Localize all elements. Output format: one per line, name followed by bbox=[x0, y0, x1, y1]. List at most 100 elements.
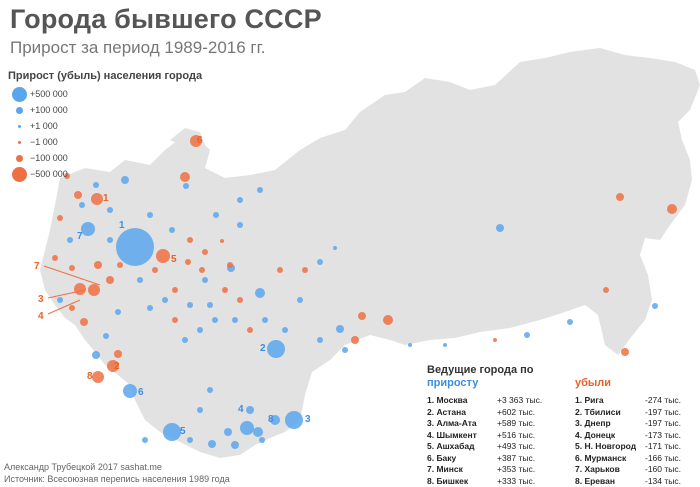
map-label-orange-1: 1 bbox=[103, 193, 109, 204]
leaders-panel: Ведущие города по приросту убыли 1. Моск… bbox=[427, 363, 697, 377]
city-marker bbox=[92, 351, 100, 359]
city-marker bbox=[257, 187, 263, 193]
list-item: 2. Астана+602 тыс. bbox=[427, 407, 557, 419]
city-marker bbox=[277, 267, 283, 273]
city-marker bbox=[493, 338, 497, 342]
map-label-orange-8: 8 bbox=[87, 371, 93, 382]
city-marker bbox=[107, 237, 113, 243]
page-subtitle: Прирост за период 1989-2016 гг. bbox=[10, 38, 265, 58]
leaders-title: Ведущие города по bbox=[427, 363, 697, 377]
city-marker bbox=[74, 191, 82, 199]
city-marker bbox=[117, 262, 123, 268]
map-label-orange-4: 4 bbox=[38, 311, 44, 322]
city-marker bbox=[652, 303, 658, 309]
city-marker bbox=[172, 317, 178, 323]
legend-dot bbox=[12, 167, 27, 182]
city-marker bbox=[621, 348, 629, 356]
legend-item: +100 000 bbox=[8, 102, 202, 118]
city-marker bbox=[52, 255, 58, 261]
legend-item: +1 000 bbox=[8, 118, 202, 134]
city-marker bbox=[69, 265, 75, 271]
legend-dot bbox=[18, 125, 21, 128]
page-title: Города бывшего СССР bbox=[10, 4, 322, 35]
city-marker bbox=[567, 319, 573, 325]
map-label-orange-2: 2 bbox=[114, 361, 120, 372]
city-marker bbox=[91, 193, 103, 205]
map-label-blue-5: 5 bbox=[180, 426, 186, 437]
map-label-orange-3: 3 bbox=[38, 294, 44, 305]
legend-item: −1 000 bbox=[8, 134, 202, 150]
city-marker bbox=[81, 222, 95, 236]
city-marker bbox=[182, 337, 188, 343]
list-item: 7. Минск+353 тыс. bbox=[427, 464, 557, 476]
city-marker bbox=[342, 347, 348, 353]
legend-label: −500 000 bbox=[30, 169, 68, 179]
city-marker bbox=[496, 224, 504, 232]
city-marker bbox=[336, 325, 344, 333]
city-marker bbox=[137, 277, 143, 283]
legend: Прирост (убыль) населения города +500 00… bbox=[8, 70, 202, 182]
credits: Александр Трубецкой 2017 sashat.me Источ… bbox=[4, 461, 230, 485]
leaders-decline-heading: убыли bbox=[575, 377, 611, 389]
city-marker bbox=[212, 317, 218, 323]
legend-dot bbox=[16, 155, 23, 162]
city-marker bbox=[123, 384, 137, 398]
city-marker bbox=[232, 317, 238, 323]
list-item: 6. Баку+387 тыс. bbox=[427, 453, 557, 465]
city-marker bbox=[197, 407, 203, 413]
city-marker bbox=[156, 249, 170, 263]
city-marker bbox=[57, 297, 63, 303]
city-marker bbox=[262, 317, 268, 323]
list-item: 6. Мурманск-166 тыс. bbox=[575, 453, 700, 465]
city-marker bbox=[259, 437, 265, 443]
legend-dot bbox=[18, 141, 21, 144]
source-credit: Источник: Всесоюзная перепись населения … bbox=[4, 473, 230, 485]
map-label-blue-3: 3 bbox=[305, 414, 311, 425]
city-marker bbox=[227, 262, 233, 268]
city-marker bbox=[162, 297, 168, 303]
city-marker bbox=[69, 305, 75, 311]
list-item: 5. Ашхабад+493 тыс. bbox=[427, 441, 557, 453]
city-marker bbox=[255, 288, 265, 298]
city-marker bbox=[147, 305, 153, 311]
city-marker bbox=[80, 318, 88, 326]
city-marker bbox=[185, 259, 191, 265]
city-marker bbox=[282, 327, 288, 333]
leaders-growth-heading: приросту bbox=[427, 377, 478, 389]
city-marker bbox=[187, 437, 193, 443]
map-label-blue-2: 2 bbox=[260, 343, 266, 354]
city-marker bbox=[408, 343, 412, 347]
city-marker bbox=[74, 283, 86, 295]
legend-dot bbox=[16, 107, 23, 114]
city-marker bbox=[79, 202, 85, 208]
city-marker bbox=[267, 340, 285, 358]
map-label-orange-7: 7 bbox=[34, 261, 40, 272]
list-item: 5. Н. Новгород-171 тыс. bbox=[575, 441, 700, 453]
legend-label: −100 000 bbox=[30, 153, 68, 163]
city-marker bbox=[246, 406, 254, 414]
city-marker bbox=[92, 371, 104, 383]
city-marker bbox=[237, 297, 243, 303]
city-marker bbox=[443, 343, 447, 347]
legend-dot bbox=[12, 87, 27, 102]
legend-label: −1 000 bbox=[30, 137, 58, 147]
city-marker bbox=[247, 327, 253, 333]
city-marker bbox=[224, 428, 232, 436]
map-label-orange-5: 5 bbox=[171, 254, 177, 265]
city-marker bbox=[383, 315, 393, 325]
map-label-orange-6: 6 bbox=[197, 135, 203, 146]
list-item: 8. Ереван-134 тыс. bbox=[575, 476, 700, 487]
map-label-blue-1: 1 bbox=[119, 220, 125, 231]
city-marker bbox=[253, 427, 263, 437]
city-marker bbox=[240, 421, 254, 435]
city-marker bbox=[285, 411, 303, 429]
city-marker bbox=[358, 312, 366, 320]
legend-label: +1 000 bbox=[30, 121, 58, 131]
legend-item: −100 000 bbox=[8, 150, 202, 166]
map-label-blue-6: 6 bbox=[138, 387, 144, 398]
decline-list: 1. Рига-274 тыс. 2. Тбилиси-197 тыс. 3. … bbox=[575, 395, 700, 487]
legend-item: +500 000 bbox=[8, 86, 202, 102]
city-marker bbox=[67, 237, 73, 243]
city-marker bbox=[207, 302, 213, 308]
city-marker bbox=[351, 336, 359, 344]
